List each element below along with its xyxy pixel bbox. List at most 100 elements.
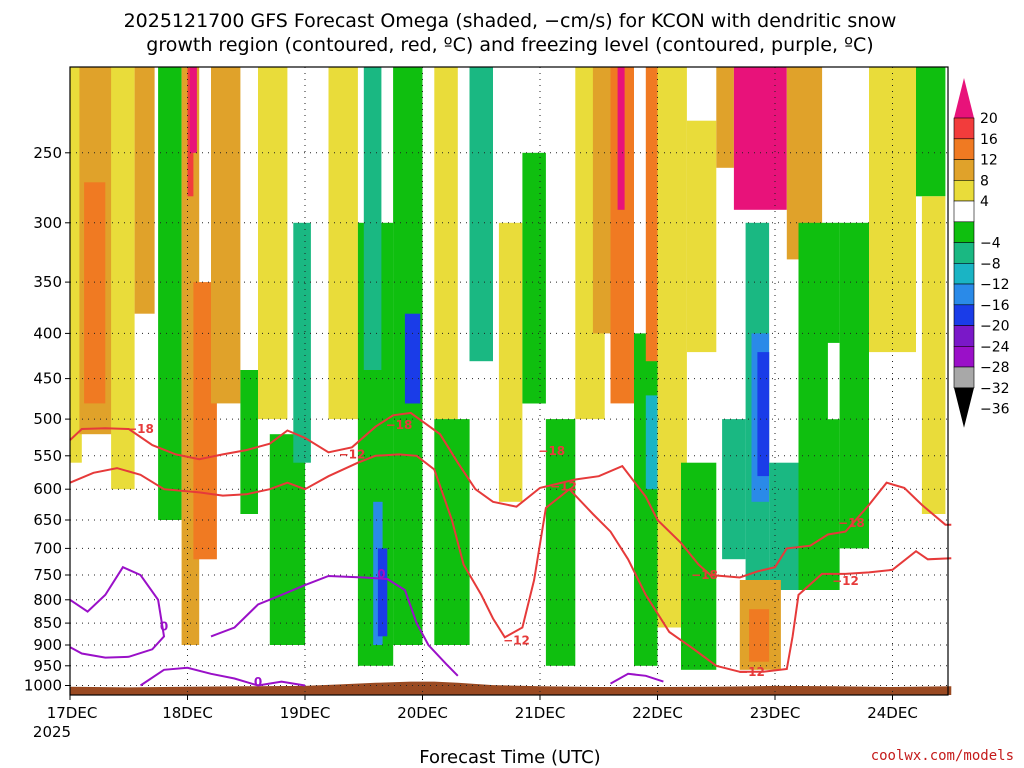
freezing-contour-0b <box>139 666 306 687</box>
x-tick-label: 24DEC <box>867 704 918 722</box>
colorbar-swatch <box>953 345 975 368</box>
y-tick-label: 300 <box>33 214 62 232</box>
x-tick-label: 23DEC <box>750 704 801 722</box>
y-tick-label: 650 <box>33 511 62 529</box>
colorbar-tick-label: 20 <box>980 111 998 127</box>
colorbar-tick-label: 4 <box>980 194 989 210</box>
omega-cell <box>839 222 869 549</box>
omega-cell <box>377 548 388 637</box>
x-tick-label: 17DEC <box>47 704 98 722</box>
chart-title-line-2: growth region (contoured, red, ºC) and f… <box>146 34 873 56</box>
omega-cell <box>753 627 766 654</box>
y-tick-label: 900 <box>33 636 62 654</box>
y-tick-label: 350 <box>33 273 62 291</box>
colorbar-tick-label: −36 <box>980 402 1010 418</box>
colorbar-swatch <box>953 200 975 223</box>
omega-cell <box>522 152 546 404</box>
dgz-contour-label: −18 <box>127 422 154 436</box>
omega-cell <box>293 222 311 463</box>
y-tick-label: 750 <box>33 566 62 584</box>
dgz-contour-minus-12 <box>69 453 952 673</box>
omega-cell <box>111 67 135 490</box>
omega-cell <box>269 434 306 645</box>
y-tick-label: 1000 <box>24 677 62 695</box>
colorbar-tick-label: −8 <box>980 256 1001 272</box>
colorbar-tick-label: −24 <box>980 339 1010 355</box>
colorbar-tick-label: 16 <box>980 132 998 148</box>
colorbar-tick-label: −4 <box>980 236 1001 252</box>
omega-cell <box>404 313 421 404</box>
omega-cell <box>869 67 916 353</box>
omega-cell <box>70 67 82 463</box>
colorbar-swatch <box>953 242 975 264</box>
dgz-contour-label: −18 <box>386 418 413 432</box>
y-axis: 250 300 350 400 450 500 550 600 650 700 750 800 850 9… <box>24 144 70 695</box>
y-tick-label: 700 <box>33 539 62 557</box>
x-tick-label: 18DEC <box>162 704 213 722</box>
omega-cell <box>722 419 746 560</box>
colorbar-tick-label: −20 <box>980 319 1010 335</box>
dgz-contour-label: −12 <box>738 665 765 679</box>
colorbar-tick-label: −16 <box>980 298 1010 314</box>
freezing-contour-0c <box>210 574 459 677</box>
colorbar-swatch <box>953 138 975 160</box>
colorbar-swatch <box>953 283 975 306</box>
omega-cell <box>716 67 734 168</box>
dgz-contour-label: −12 <box>503 634 530 648</box>
colorbar-swatch <box>953 180 975 202</box>
omega-cell <box>258 67 288 420</box>
x-tick-label: 21DEC <box>515 704 566 722</box>
x-tick-label: 19DEC <box>280 704 331 722</box>
y-tick-label: 500 <box>33 410 62 428</box>
omega-cell <box>134 67 155 314</box>
y-tick-label: 850 <box>33 614 62 632</box>
omega-cell <box>733 67 787 210</box>
y-tick-label: 950 <box>33 657 62 675</box>
freezing-contour-0d <box>610 672 664 685</box>
colorbar: 20 16 12 8 4 −4 −8 −12 −16 −20 −24 −28 −32 −36 <box>953 78 1010 428</box>
omega-cell <box>328 67 358 420</box>
freezing-contour-label: 0 <box>160 620 168 634</box>
y-tick-label: 800 <box>33 591 62 609</box>
omega-cell <box>769 462 799 590</box>
colorbar-tick-label: 8 <box>980 173 989 189</box>
omega-cell <box>211 67 241 404</box>
x-axis-title: Forecast Time (UTC) <box>419 747 600 768</box>
credit-text: coolwx.com/models <box>871 748 1014 764</box>
omega-cell <box>634 333 658 666</box>
colorbar-swatch <box>953 262 975 285</box>
y-tick-label: 600 <box>33 480 62 498</box>
omega-cell <box>757 352 770 477</box>
x-axis: 17DEC 18DEC 19DEC 20DEC 21DEC 22DEC 23DEC 24DEC <box>47 695 918 722</box>
dgz-contour-label: −18 <box>691 568 718 582</box>
contour-layer: −18 −18 −12 −18 −12 −12 −18 −12 −18 −12 0 0 0 <box>69 411 952 689</box>
omega-cell <box>645 395 658 490</box>
dgz-contour-label: −18 <box>838 516 865 530</box>
y-tick-label: 450 <box>33 370 62 388</box>
omega-cell <box>592 67 611 334</box>
colorbar-tick-label: 12 <box>980 153 998 169</box>
dgz-contour-label: −12 <box>832 574 859 588</box>
omega-cell <box>617 67 625 210</box>
dgz-contour-label: −12 <box>550 480 577 494</box>
colorbar-bottom-arrow <box>954 387 974 428</box>
freezing-contour-label: 0 <box>254 675 262 689</box>
dgz-contour-minus-18 <box>69 411 952 579</box>
x-tick-label: 22DEC <box>632 704 683 722</box>
plot-frame <box>69 66 949 696</box>
omega-cell <box>469 67 493 362</box>
omega-cell <box>434 419 470 645</box>
omega-cell <box>498 222 523 502</box>
omega-cell <box>610 67 634 404</box>
colorbar-swatch <box>953 221 975 243</box>
omega-cell <box>240 370 258 514</box>
dgz-contour-label: −12 <box>339 447 366 461</box>
omega-cell <box>84 182 106 404</box>
terrain-layer <box>70 681 952 695</box>
x-axis-year-label: 2025 <box>33 723 71 741</box>
colorbar-swatch <box>953 366 975 389</box>
x-tick-label: 20DEC <box>397 704 448 722</box>
omega-cell <box>921 196 946 515</box>
dgz-contour-label: −18 <box>538 444 565 458</box>
